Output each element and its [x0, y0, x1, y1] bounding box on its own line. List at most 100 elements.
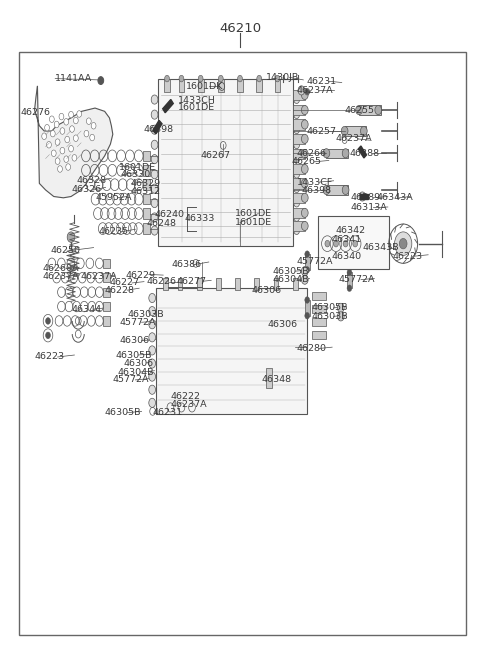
Circle shape [301, 275, 308, 284]
Text: 46276: 46276 [20, 108, 50, 117]
Text: 46240: 46240 [155, 210, 184, 219]
Circle shape [69, 145, 73, 152]
Text: 46231: 46231 [153, 408, 183, 417]
Bar [143, 194, 150, 204]
Bar [326, 185, 348, 195]
Polygon shape [359, 146, 366, 158]
Bar [103, 259, 110, 268]
Circle shape [294, 227, 300, 234]
Polygon shape [153, 121, 162, 134]
Circle shape [60, 147, 65, 154]
Bar [179, 79, 184, 92]
Circle shape [59, 113, 64, 120]
Circle shape [257, 75, 262, 82]
Bar [318, 216, 389, 269]
Bar [293, 149, 305, 159]
Circle shape [375, 105, 382, 115]
Text: 45772A: 45772A [338, 275, 375, 284]
Text: 1433CF: 1433CF [297, 178, 333, 187]
Bar [305, 254, 310, 270]
Text: 46223: 46223 [35, 352, 65, 362]
Text: 46342: 46342 [336, 226, 366, 235]
Bar [103, 302, 110, 311]
Circle shape [149, 359, 156, 368]
Circle shape [69, 111, 73, 118]
Bar [164, 79, 170, 92]
Bar [103, 288, 110, 297]
Circle shape [90, 134, 95, 141]
Text: 1141AA: 1141AA [55, 74, 93, 83]
Circle shape [58, 166, 62, 172]
Bar [143, 208, 150, 219]
Circle shape [179, 75, 184, 82]
Text: 46304B: 46304B [118, 367, 154, 377]
Circle shape [65, 136, 70, 143]
Text: 46306: 46306 [119, 336, 149, 345]
Circle shape [238, 75, 242, 82]
Circle shape [98, 77, 104, 84]
Text: 1601DE: 1601DE [235, 217, 272, 227]
Bar [266, 368, 272, 388]
Circle shape [356, 105, 362, 115]
Text: 46250: 46250 [50, 246, 81, 255]
Bar [103, 316, 110, 326]
Bar [156, 288, 307, 414]
Circle shape [66, 164, 71, 170]
Text: 46237A: 46237A [170, 400, 207, 409]
Text: 46223: 46223 [393, 252, 423, 261]
Bar [312, 318, 326, 326]
Circle shape [151, 170, 158, 179]
Bar [293, 208, 305, 218]
Text: 46329: 46329 [131, 179, 161, 188]
Text: 46312: 46312 [131, 187, 161, 196]
Circle shape [323, 149, 330, 158]
Circle shape [64, 156, 69, 162]
Circle shape [151, 155, 158, 164]
Circle shape [301, 267, 308, 276]
Circle shape [46, 332, 50, 339]
Circle shape [294, 155, 300, 163]
Circle shape [359, 192, 366, 201]
Bar [143, 179, 150, 190]
Text: 46303B: 46303B [127, 310, 164, 319]
Text: 1601DK: 1601DK [186, 82, 224, 91]
Circle shape [46, 318, 50, 324]
Circle shape [60, 128, 65, 134]
Circle shape [151, 140, 158, 149]
Bar [293, 164, 305, 174]
Text: 46235: 46235 [98, 227, 129, 236]
Text: 46304B: 46304B [273, 275, 309, 284]
Circle shape [149, 307, 156, 316]
Circle shape [301, 134, 308, 143]
Bar [293, 278, 298, 290]
Bar [143, 165, 150, 176]
Circle shape [294, 111, 300, 119]
Text: 46340: 46340 [331, 252, 361, 261]
Circle shape [347, 285, 352, 291]
Bar [235, 278, 240, 290]
Circle shape [55, 158, 60, 164]
Circle shape [301, 221, 308, 231]
Circle shape [298, 86, 305, 95]
Circle shape [353, 240, 358, 247]
Circle shape [50, 130, 55, 137]
Text: 46305B: 46305B [311, 303, 348, 312]
Text: 46257: 46257 [306, 126, 336, 136]
Circle shape [151, 226, 158, 235]
Text: 46341: 46341 [331, 234, 361, 244]
Bar [347, 272, 352, 288]
Circle shape [151, 184, 158, 193]
Circle shape [305, 297, 310, 303]
Text: 46389: 46389 [350, 193, 381, 202]
Polygon shape [35, 86, 113, 198]
Text: 46255: 46255 [345, 105, 374, 115]
Circle shape [42, 133, 47, 140]
Text: 46237A: 46237A [81, 272, 117, 281]
Bar [326, 149, 348, 158]
Bar [293, 178, 305, 189]
Text: 46226: 46226 [146, 277, 177, 286]
Circle shape [395, 232, 412, 255]
Circle shape [294, 185, 300, 193]
Text: 46398: 46398 [144, 125, 174, 134]
Text: 46303B: 46303B [311, 312, 348, 321]
